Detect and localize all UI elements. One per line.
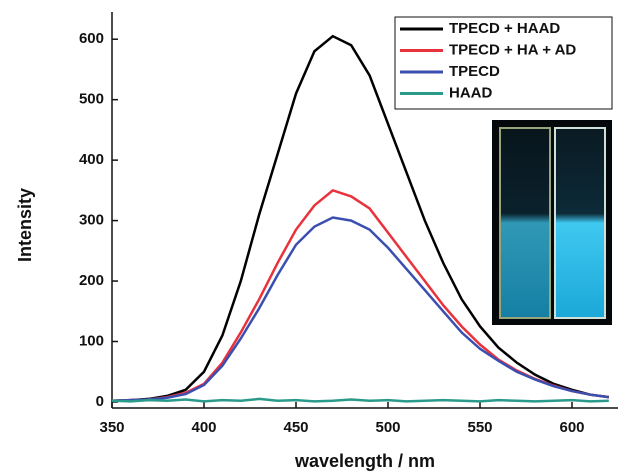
- legend-label: TPECD: [449, 63, 500, 80]
- y-tick-label: 300: [79, 212, 104, 229]
- x-tick-label: 550: [467, 419, 492, 436]
- y-tick-label: 0: [96, 393, 104, 410]
- series-line: [111, 216, 609, 402]
- legend-label: TPECD + HA + AD: [449, 41, 576, 58]
- x-tick-label: 350: [99, 419, 124, 436]
- y-axis-label: Intensity: [15, 188, 35, 262]
- y-tick-label: 200: [79, 272, 104, 289]
- y-tick-label: 600: [79, 30, 104, 47]
- x-tick-label: 500: [375, 419, 400, 436]
- legend-label: HAAD: [449, 84, 492, 101]
- y-tick-label: 500: [79, 91, 104, 108]
- x-tick-label: 400: [191, 419, 216, 436]
- y-tick-label: 400: [79, 151, 104, 168]
- inset-photo: [492, 120, 612, 325]
- x-tick-label: 450: [283, 419, 308, 436]
- y-tick-label: 100: [79, 332, 104, 349]
- x-tick-label: 600: [559, 419, 584, 436]
- legend-label: TPECD + HAAD: [449, 20, 560, 37]
- series-line: [111, 34, 609, 402]
- x-axis-label: wavelength / nm: [294, 451, 435, 471]
- series-line: [111, 397, 609, 403]
